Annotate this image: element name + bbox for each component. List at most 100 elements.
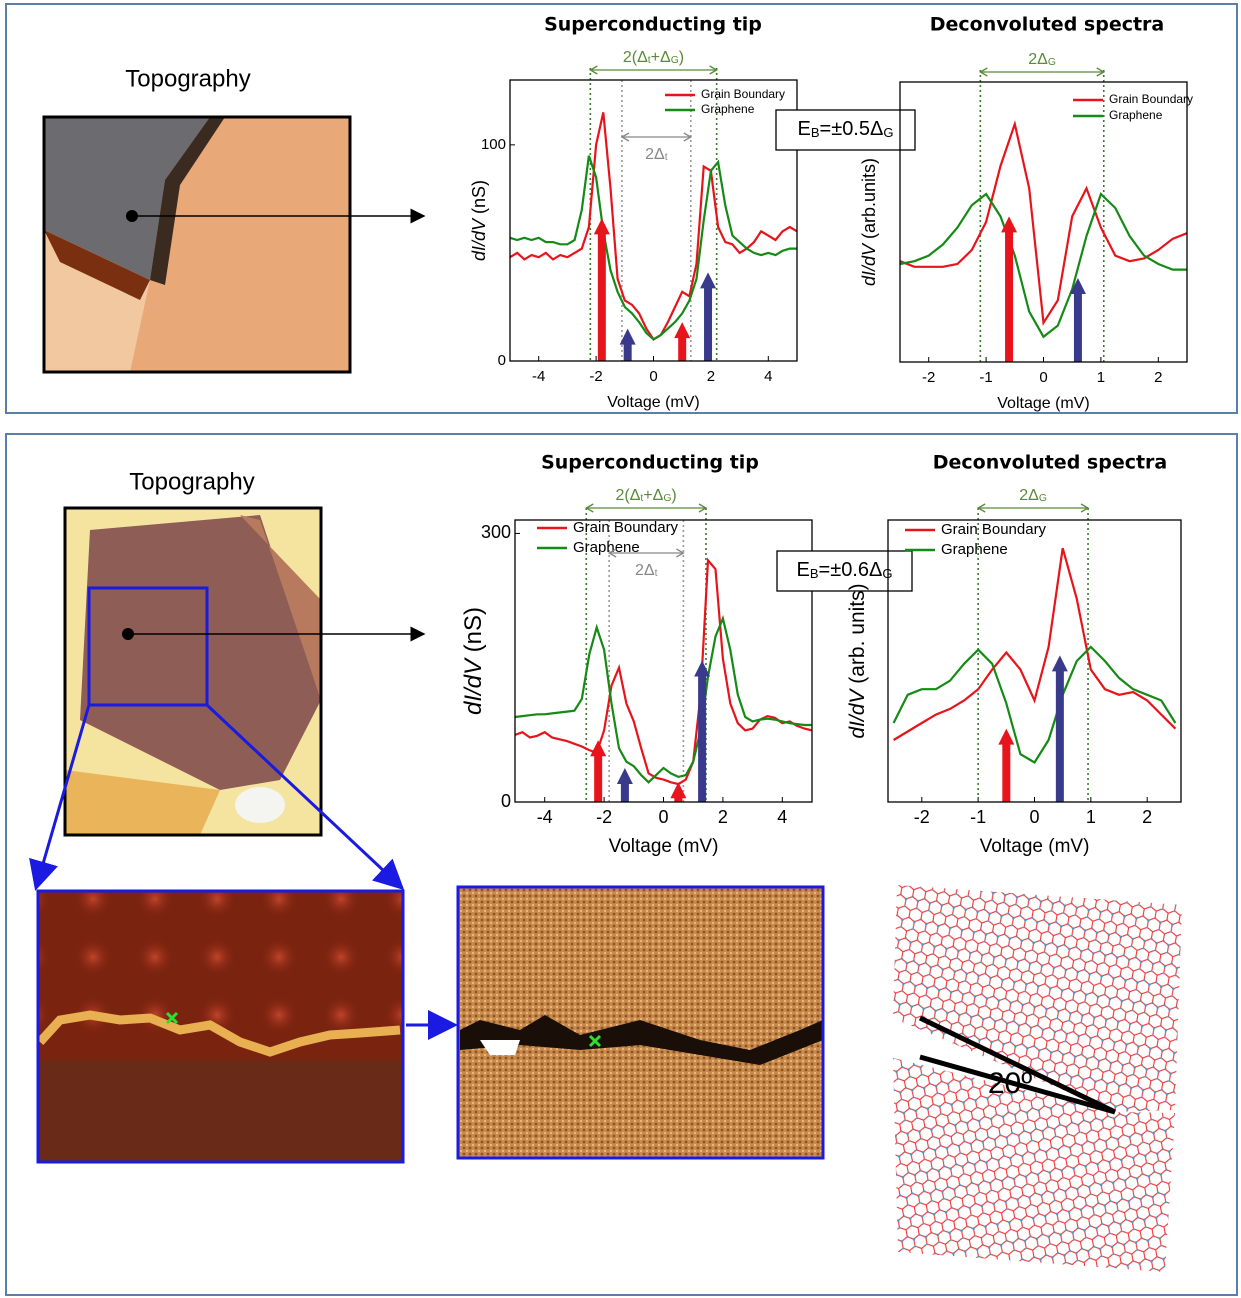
- series-line: [510, 155, 797, 341]
- y-axis-label: dI/dV (arb. units): [846, 583, 869, 738]
- lattice-model: [893, 885, 1182, 1272]
- span-arrow-heads: [620, 132, 693, 142]
- x-tick-label: 1: [1086, 807, 1096, 827]
- x-tick-label: 0: [649, 368, 657, 385]
- subscript: t: [640, 493, 643, 504]
- chart-title: Deconvoluted spectra: [930, 14, 1165, 36]
- text-part: 2(Δ: [623, 49, 648, 66]
- subscript: t: [648, 55, 651, 66]
- x-axis-label: Voltage (mV): [997, 395, 1089, 412]
- y-tick-label: 0: [501, 791, 511, 811]
- text-part: +Δ: [643, 487, 663, 504]
- arrow-mark: [616, 767, 633, 802]
- y-axis-label: dI/dV (nS): [469, 180, 489, 261]
- y-axis-label-part: (arb.units): [859, 158, 879, 244]
- arrow-mark: [694, 660, 711, 802]
- arrow-mark: [674, 322, 691, 361]
- text-part: +Δ: [651, 49, 671, 66]
- zoom-line: [29, 704, 91, 891]
- chart-title: Deconvoluted spectra: [933, 452, 1168, 474]
- y-axis-label-part: dI/dV: [460, 657, 487, 715]
- arrow-shaft: [1002, 742, 1011, 802]
- text-part: E: [798, 118, 811, 140]
- arrow-head: [1051, 655, 1068, 672]
- arrow-head: [670, 782, 687, 799]
- span-label: 2(Δt+ΔG): [615, 487, 676, 504]
- text-part: 2Δ: [645, 146, 665, 163]
- panel-frame: [5, 433, 1238, 1296]
- y-tick-label: 100: [481, 136, 506, 153]
- arrow-head: [593, 218, 610, 235]
- arrow-head: [674, 322, 691, 339]
- arrow-shaft: [594, 754, 603, 802]
- annotation-box: [776, 550, 913, 592]
- arrow-mark: [700, 272, 717, 361]
- subscript: t: [665, 152, 668, 163]
- legend-label: Grain Boundary: [941, 521, 1047, 538]
- x-axis-label: Voltage (mV): [607, 394, 699, 411]
- text-part: =±0.5Δ: [820, 118, 884, 140]
- arrow-mark: [1051, 655, 1068, 802]
- y-axis-label-part: (arb. units): [846, 583, 869, 689]
- subscript: G: [663, 493, 671, 504]
- span-label: 2ΔG: [1019, 487, 1047, 504]
- arrow-head: [1001, 216, 1018, 233]
- annotation: EB=±0.6ΔG: [797, 559, 893, 581]
- topography-image: [63, 506, 323, 837]
- x-axis-label: Voltage (mV): [609, 836, 719, 857]
- panel-frame: [5, 3, 1238, 414]
- series-line: [515, 557, 812, 786]
- legend-label: Graphene: [941, 541, 1008, 558]
- arrow-shaft: [1055, 669, 1064, 802]
- span-arrow-heads: [589, 65, 718, 75]
- plot-frame: [514, 519, 813, 803]
- arrow-mark: [593, 218, 610, 361]
- annotation: EB=±0.5ΔG: [798, 118, 894, 140]
- arrow-head: [619, 328, 636, 345]
- subscript: G: [671, 55, 679, 66]
- subscript: B: [810, 566, 819, 581]
- image-label: Topography: [129, 468, 254, 495]
- chart-title: Superconducting tip: [541, 452, 759, 474]
- arrow-mark: [1001, 216, 1018, 362]
- x-tick-label: -2: [922, 369, 935, 386]
- text-part: E: [797, 559, 810, 581]
- arrow-shaft: [1073, 292, 1082, 362]
- arrow-head: [700, 272, 717, 289]
- arrow-mark: [619, 328, 636, 361]
- subscript: G: [883, 125, 893, 140]
- legend-label: Graphene: [1109, 108, 1163, 122]
- text-part: 2Δ: [1019, 487, 1039, 504]
- legend-label: Grain Boundary: [701, 87, 785, 101]
- x-tick-label: -1: [970, 807, 986, 827]
- x-tick-label: 4: [764, 368, 772, 385]
- series-line: [893, 547, 1177, 741]
- arrow-shaft: [620, 781, 629, 802]
- image-label: Topography: [125, 65, 250, 92]
- span-arrow-heads: [979, 67, 1106, 77]
- y-axis-label-part: (nS): [469, 180, 489, 219]
- topography-image: [42, 115, 352, 374]
- y-tick-label: 0: [498, 352, 506, 369]
- x-tick-label: -2: [914, 807, 930, 827]
- plot-frame: [899, 81, 1188, 363]
- text-part: ): [679, 49, 684, 66]
- text-part: ): [671, 487, 676, 504]
- text-part: 2Δ: [635, 562, 655, 579]
- x-tick-label: 2: [1154, 369, 1162, 386]
- arrow-shaft: [597, 232, 606, 361]
- plot-frame: [887, 519, 1182, 803]
- x-tick-label: 1: [1097, 369, 1105, 386]
- span-arrow-heads: [976, 503, 1090, 513]
- arrow-shaft: [698, 674, 707, 802]
- subscript: G: [1039, 493, 1047, 504]
- text-part: =±0.6Δ: [819, 559, 883, 581]
- arrow-mark: [590, 740, 607, 802]
- x-axis-label: Voltage (mV): [980, 836, 1090, 857]
- span-label: 2Δt: [635, 562, 658, 579]
- legend-label: Grain Boundary: [573, 519, 679, 536]
- annotation-box: [775, 109, 916, 151]
- angle-label: 20º: [988, 1067, 1032, 1100]
- stm-image: [36, 889, 405, 1164]
